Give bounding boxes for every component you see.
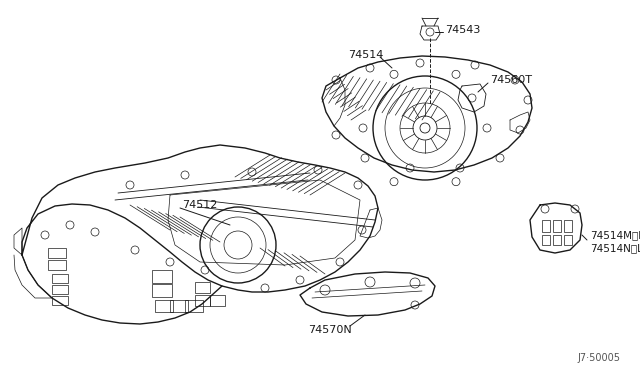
Bar (155, 300, 173, 312)
Bar (195, 282, 210, 293)
Bar (170, 300, 188, 312)
Text: J7·50005: J7·50005 (577, 353, 620, 363)
Bar (52, 274, 68, 283)
Bar (52, 285, 68, 294)
Text: 74514: 74514 (348, 50, 383, 60)
Bar (48, 248, 66, 258)
Text: 74512: 74512 (182, 200, 218, 210)
Text: 74514M〈RH〉: 74514M〈RH〉 (590, 230, 640, 240)
Text: 74570N: 74570N (308, 325, 352, 335)
Text: 74543: 74543 (445, 25, 481, 35)
Bar (553, 235, 561, 245)
Bar (542, 220, 550, 232)
Bar (48, 260, 66, 270)
Bar (553, 220, 561, 232)
Bar (185, 300, 203, 312)
Bar (564, 220, 572, 232)
Text: 74560T: 74560T (490, 75, 532, 85)
Bar (564, 235, 572, 245)
Bar (152, 284, 172, 297)
Bar (152, 270, 172, 283)
Text: 74514N〈LH〉: 74514N〈LH〉 (590, 243, 640, 253)
Bar (195, 295, 210, 306)
Bar (210, 295, 225, 306)
Bar (52, 296, 68, 305)
Bar (542, 235, 550, 245)
